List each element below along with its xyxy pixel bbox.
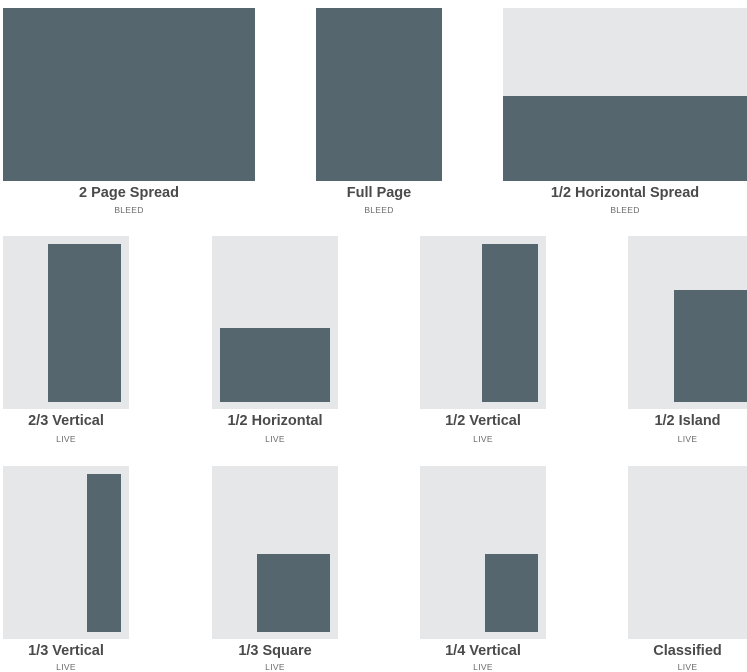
ad-size-third-square: 1/3 Square LIVE	[212, 466, 338, 672]
ad-area	[485, 554, 538, 632]
ad-area	[257, 554, 330, 632]
ad-size-full-page: Full Page BLEED	[316, 8, 442, 218]
ad-size-third-vertical: 1/3 Vertical LIVE	[3, 466, 129, 672]
ad-size-type: LIVE	[677, 662, 698, 672]
ad-size-half-vertical: 1/2 Vertical LIVE	[420, 236, 546, 448]
ad-size-type: LIVE	[677, 434, 698, 444]
ad-size-type: LIVE	[473, 434, 493, 444]
ad-area	[482, 244, 538, 402]
ad-size-type: LIVE	[265, 434, 285, 444]
ad-size-quarter-vertical: 1/4 Vertical LIVE	[420, 466, 546, 672]
ad-size-title: 1/2 Island	[654, 413, 721, 429]
ad-area	[503, 96, 747, 181]
ad-size-title: 1/2 Vertical	[445, 413, 521, 429]
page-thumbnail	[628, 466, 747, 639]
ad-size-title: 1/3 Square	[238, 643, 312, 659]
ad-area	[220, 328, 330, 402]
ad-size-type: BLEED	[610, 205, 640, 215]
ad-size-type: LIVE	[473, 662, 493, 672]
ad-size-title: 2 Page Spread	[79, 185, 179, 201]
ad-area	[674, 290, 747, 402]
ad-size-type: LIVE	[265, 662, 285, 672]
ad-size-type: LIVE	[56, 662, 76, 672]
ad-size-title: Full Page	[346, 185, 412, 201]
ad-area	[3, 8, 255, 181]
ad-size-title: 1/3 Vertical	[28, 643, 104, 659]
ad-size-type: BLEED	[364, 205, 394, 215]
ad-size-type: BLEED	[114, 205, 144, 215]
ad-size-half-horizontal-spread: 1/2 Horizontal Spread BLEED	[503, 8, 747, 218]
ad-area	[316, 8, 442, 181]
ad-area	[87, 474, 121, 632]
ad-size-classified: Classified LIVE	[628, 466, 747, 672]
ad-size-title: Classified	[653, 643, 722, 659]
ad-size-title: 1/4 Vertical	[445, 643, 521, 659]
ad-size-half-island: 1/2 Island LIVE	[628, 236, 747, 448]
ad-size-title: 2/3 Vertical	[28, 413, 104, 429]
ad-size-title: 1/2 Horizontal Spread	[550, 185, 700, 201]
ad-size-title: 1/2 Horizontal	[227, 413, 323, 429]
ad-area	[48, 244, 121, 402]
ad-size-type: LIVE	[56, 434, 76, 444]
ad-size-half-horizontal: 1/2 Horizontal LIVE	[212, 236, 338, 448]
ad-size-two-thirds-vertical: 2/3 Vertical LIVE	[3, 236, 129, 448]
ad-size-two-page-spread: 2 Page Spread BLEED	[3, 8, 255, 218]
